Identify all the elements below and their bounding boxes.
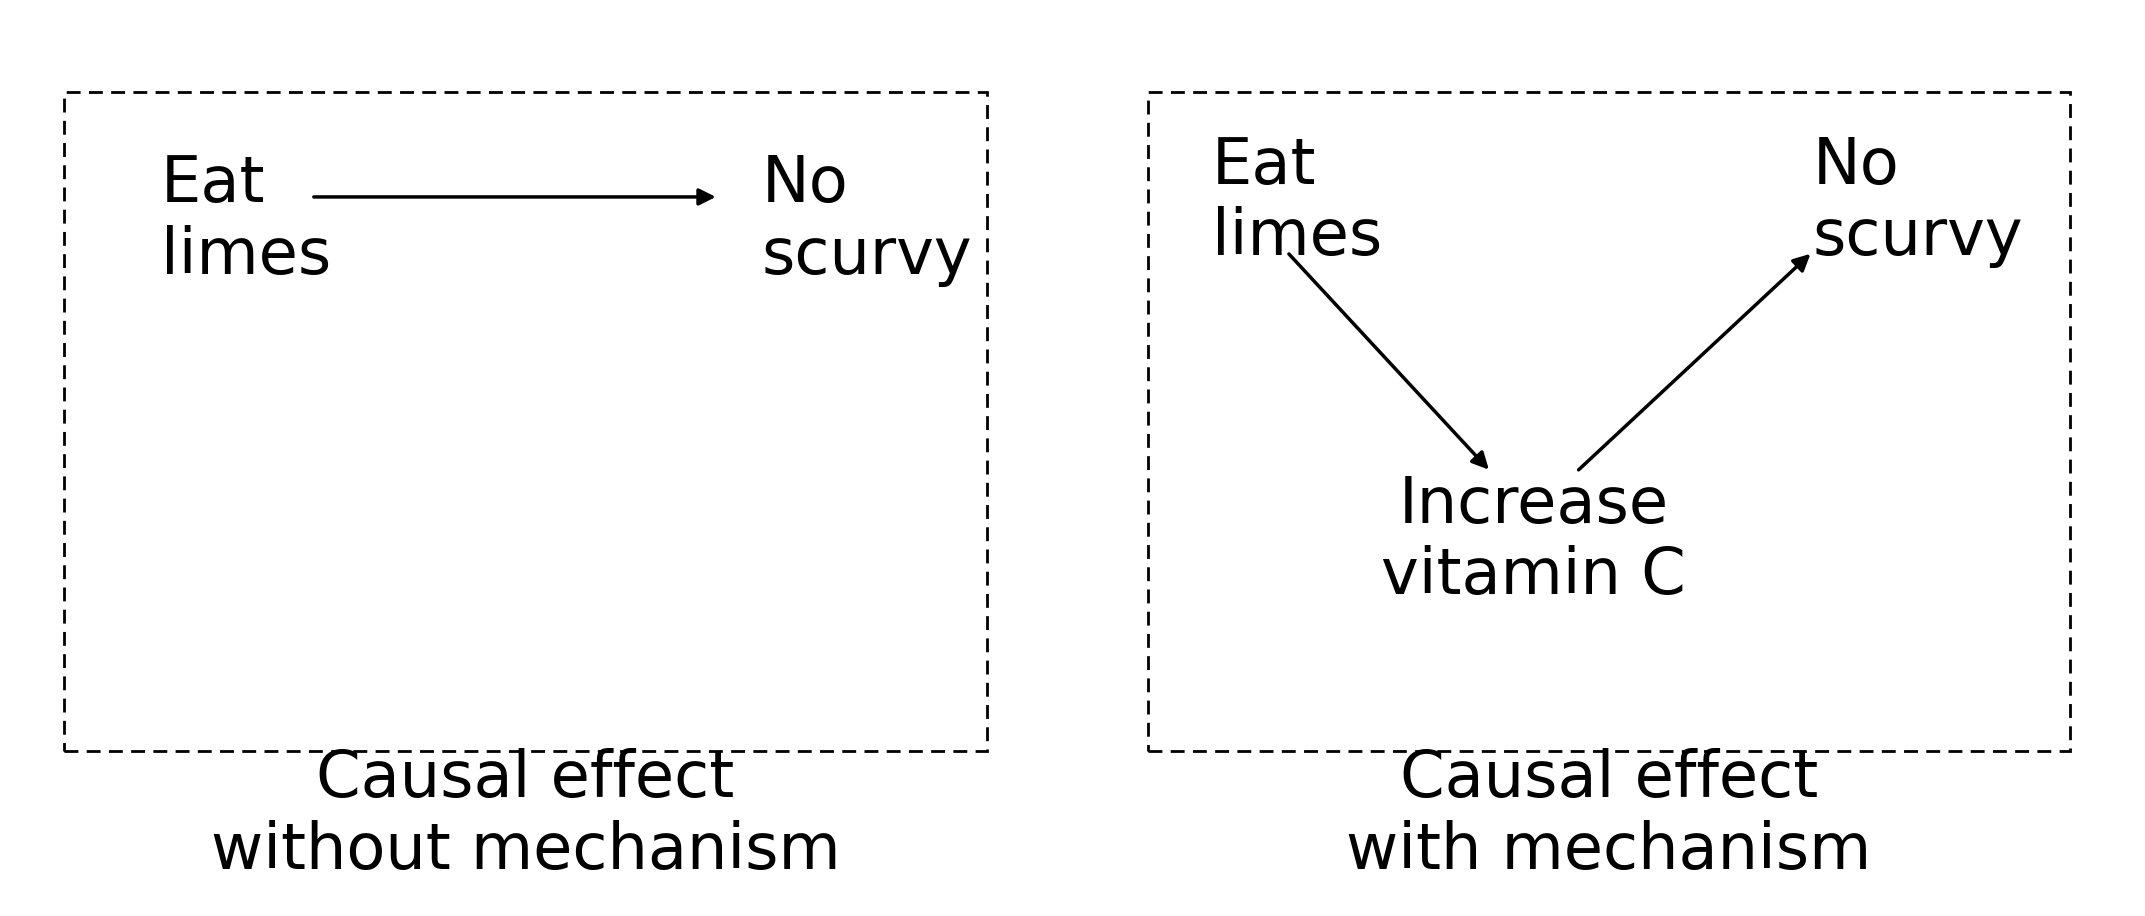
Text: Causal effect
with mechanism: Causal effect with mechanism (1347, 748, 1870, 882)
Text: Eat
limes: Eat limes (161, 153, 330, 287)
Text: Eat
limes: Eat limes (1212, 135, 1381, 268)
Text: No
scurvy: No scurvy (761, 153, 972, 287)
Text: Increase
vitamin C: Increase vitamin C (1381, 474, 1686, 607)
Text: No
scurvy: No scurvy (1813, 135, 2023, 268)
Text: Causal effect
without mechanism: Causal effect without mechanism (210, 748, 841, 882)
